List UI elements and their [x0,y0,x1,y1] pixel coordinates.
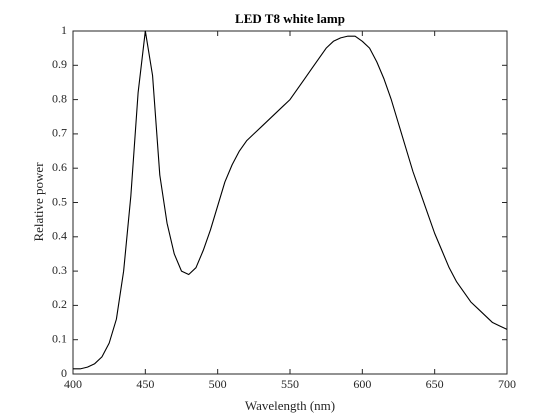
y-tick-label: 1 [61,23,67,37]
y-tick-label: 0.9 [52,57,67,71]
x-axis-label: Wavelength (nm) [245,398,335,413]
y-tick-label: 0.3 [52,263,67,277]
y-tick-label: 0 [61,366,67,380]
y-tick-label: 0.5 [52,194,67,208]
x-tick-label: 550 [281,377,299,391]
y-axis-label: Relative power [31,162,46,242]
chart-title: LED T8 white lamp [235,11,345,26]
y-tick-label: 0.8 [52,91,67,105]
x-tick-label: 450 [136,377,154,391]
line-series [73,30,508,370]
x-tick-label: 400 [64,377,82,391]
y-tick-label: 0.7 [52,126,67,140]
y-tick-label: 0.4 [52,229,67,243]
x-tick-label: 700 [498,377,516,391]
x-tick-label: 500 [209,377,227,391]
x-tick-label: 650 [426,377,444,391]
y-tick-label: 0.1 [52,331,67,345]
y-tick-label: 0.2 [52,297,67,311]
x-tick-label: 600 [353,377,371,391]
y-tick-label: 0.6 [52,160,67,174]
